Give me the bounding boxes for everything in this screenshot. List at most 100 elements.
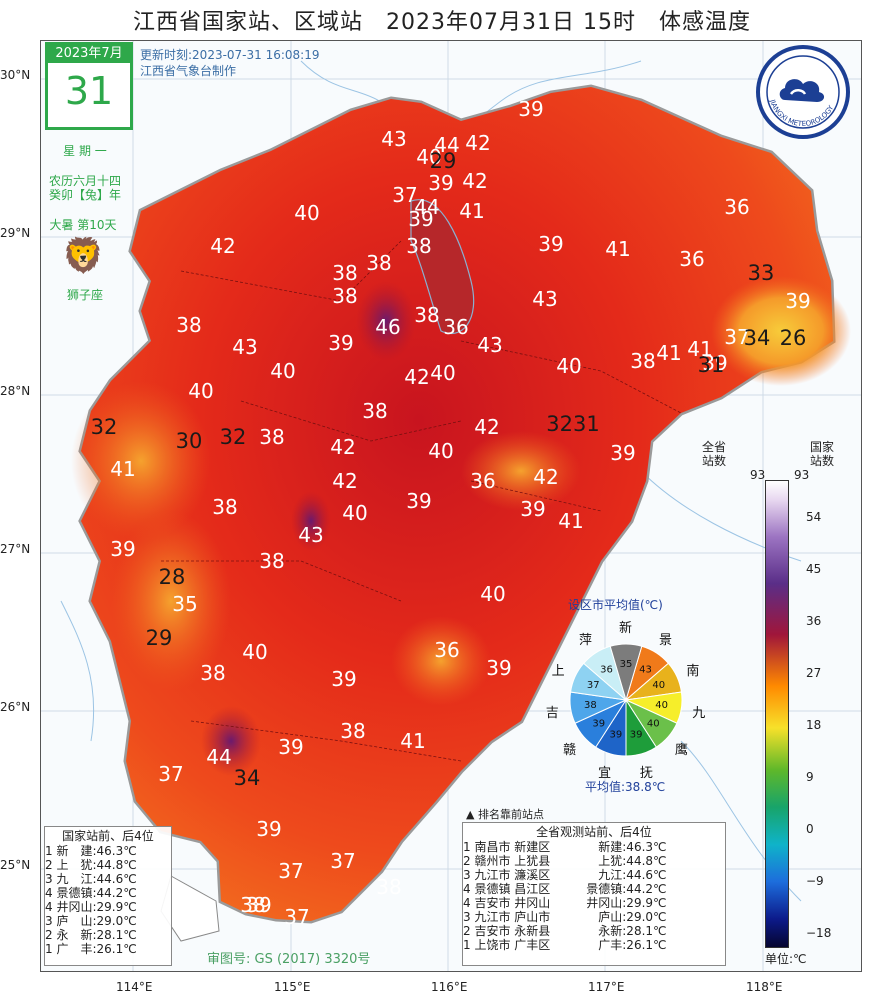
- pie-slice-label: 吉: [545, 705, 559, 721]
- rank-note-text: 排名靠前站点: [477, 808, 544, 821]
- rank-row: 1 南昌市 新建区 新建:46.3℃: [463, 840, 667, 854]
- zodiac-label: 狮子座: [66, 288, 103, 302]
- station-value: 43: [381, 127, 407, 151]
- station-value: 42: [533, 465, 559, 489]
- colorbar-tick: 18: [806, 718, 822, 732]
- station-value: 39: [406, 489, 432, 513]
- station-value: 38: [340, 719, 366, 743]
- station-value: 37: [158, 762, 184, 786]
- cool-zone-west: [71, 381, 211, 541]
- station-value: 29: [145, 626, 173, 650]
- colorbar-tick: 27: [806, 666, 822, 680]
- lon-label-115: 115°E: [274, 980, 311, 994]
- pie-title: 设区市平均值(℃): [568, 598, 663, 612]
- station-value: 38: [366, 251, 392, 275]
- station-value: 39: [408, 207, 434, 231]
- lat-label-26: 26°N: [0, 700, 31, 714]
- lunar-year: 癸卯【兔】年: [48, 188, 121, 202]
- map-title: 江西省国家站、区域站 2023年07月31日 15时 体感温度: [133, 10, 751, 35]
- station-value: 42: [332, 469, 358, 493]
- station-value: 28: [158, 565, 186, 589]
- station-value: 41: [687, 337, 713, 361]
- pie-slice-label: 宜: [598, 766, 612, 781]
- lon-label-117: 117°E: [588, 980, 625, 994]
- rank-row: 1 新 建:46.3℃: [45, 844, 137, 858]
- rank-row: 2 上 犹:44.8℃: [45, 858, 137, 872]
- pie-slice: [609, 643, 643, 702]
- all-rank-title: 全省观测站前、后4位: [536, 825, 652, 839]
- calendar-month: 2023年7月: [48, 45, 130, 63]
- rank-row: 3 九江市 濂溪区 九江:44.6℃: [463, 868, 667, 882]
- station-value: 38: [240, 893, 266, 917]
- cool-zone-southwest: [111, 511, 231, 691]
- jiangxi-meteorology-logo-icon: JIANGXI METEOROLOGY: [756, 45, 850, 139]
- all-station-count: 93: [750, 468, 766, 482]
- station-value: 41: [459, 199, 485, 223]
- calendar-widget: 2023年7月 31: [45, 42, 133, 130]
- pie-average: 平均值:38.8℃: [585, 780, 666, 794]
- pie-slice-label: 九: [692, 705, 706, 721]
- station-value: 39: [278, 735, 304, 759]
- station-value: 40: [430, 361, 456, 385]
- station-value: 44: [414, 195, 440, 219]
- station-value: 46: [375, 315, 401, 339]
- station-value: 41: [400, 729, 426, 753]
- rank-row: 2 永 新:28.1℃: [45, 928, 137, 942]
- station-value: 39: [486, 656, 512, 680]
- station-value: 36: [470, 469, 496, 493]
- map-frame: 39 43 40 44 42 29 37 39 42 44 36 40 39 41 42 38 39 41 36 33…: [40, 40, 862, 972]
- colorbar-tick: 0: [806, 822, 814, 836]
- station-value: 39: [328, 331, 354, 355]
- station-value: 39: [110, 537, 136, 561]
- lunar-date: 农历六月十四: [48, 174, 121, 188]
- station-value: 30: [175, 429, 203, 453]
- rank-row: 4 景德镇 昌江区 景德镇:44.2℃: [463, 882, 667, 896]
- calendar-day: 31: [64, 69, 114, 113]
- pie-slice-value: 43: [639, 665, 652, 676]
- station-value: 38: [176, 313, 202, 337]
- pie-slice-value: 38: [584, 700, 597, 711]
- pie-slice-value: 37: [587, 680, 600, 691]
- station-value: 36: [679, 247, 705, 271]
- city-boundaries: [161, 240, 682, 762]
- station-value: 40: [428, 439, 454, 463]
- map-approval-number: 审图号: GS (2017) 3320号: [207, 952, 371, 967]
- cool-zone-east: [711, 276, 851, 386]
- all-rank-rows: 1 南昌市 新建区 新建:46.3℃ 2 赣州市 上犹县 上犹:44.8℃ 3 九江…: [463, 840, 725, 952]
- producer: 江西省气象台制作: [140, 64, 237, 78]
- update-time: 更新时刻:2023-07-31 16:08:19: [140, 48, 320, 62]
- hot-spot-shangyou: [201, 706, 261, 776]
- all-rank-panel: 全省观测站前、后4位 1 南昌市 新建区 新建:46.3℃ 2 赣州市 上犹县 上…: [462, 822, 726, 966]
- pie-slice-label: 景: [659, 632, 673, 648]
- national-station-label: 国家 站数: [810, 440, 835, 468]
- lat-label-25: 25°N: [0, 858, 31, 872]
- solar-term: 大暑 第10天: [49, 218, 117, 232]
- rank-row: 3 九江市 庐山市 庐山:29.0℃: [463, 910, 667, 924]
- national-rank-title: 国家站前、后4位: [62, 829, 154, 843]
- station-value: 44: [206, 745, 232, 769]
- station-value: 39: [702, 351, 728, 375]
- rank-row: 2 赣州市 上犹县 上犹:44.8℃: [463, 854, 667, 868]
- station-value: 34: [743, 326, 771, 350]
- station-value: 42: [465, 131, 491, 155]
- pie-slice-label: 萍: [578, 632, 592, 648]
- colorbar-tick: 45: [806, 562, 822, 576]
- station-value: 32: [219, 425, 247, 449]
- station-value: 33: [747, 261, 775, 285]
- lon-label-116: 116°E: [431, 980, 468, 994]
- station-value: 43: [532, 287, 558, 311]
- station-value: 34: [233, 766, 261, 790]
- station-value: 37: [284, 905, 310, 929]
- lat-label-29: 29°N: [0, 226, 31, 240]
- station-value: 36: [724, 195, 750, 219]
- pie-slice-label: 抚: [639, 766, 653, 781]
- lat-label-27: 27°N: [0, 542, 31, 556]
- lon-label-118: 118°E: [746, 980, 783, 994]
- rank-row: 4 吉安市 井冈山 井冈山:29.9℃: [463, 896, 667, 910]
- pie-slice-value: 39: [592, 719, 605, 730]
- pie-slice-label: 赣: [563, 743, 577, 759]
- station-value: 40: [480, 582, 506, 606]
- station-value: 43: [298, 523, 324, 547]
- station-value: 43: [477, 333, 503, 357]
